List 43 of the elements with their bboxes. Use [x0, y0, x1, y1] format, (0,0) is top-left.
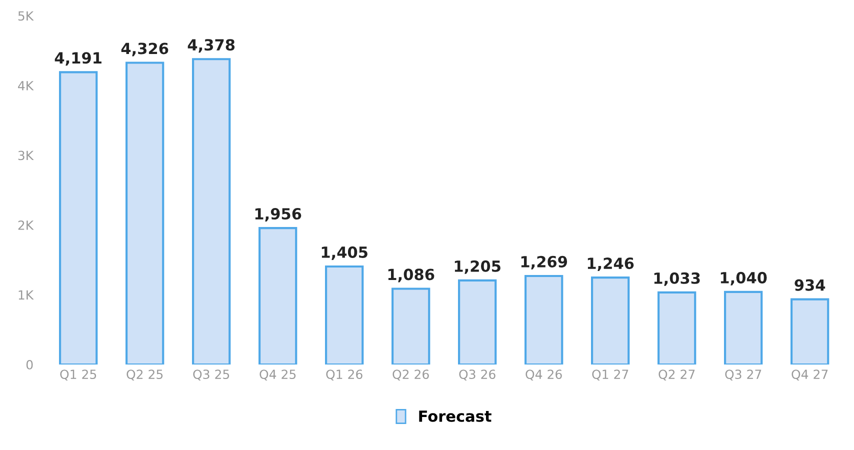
legend-label: Forecast — [419, 410, 492, 422]
text: 934 — [794, 279, 826, 291]
text: 1,205 — [454, 260, 500, 274]
bar — [524, 274, 564, 364]
text: 1,405 — [322, 246, 368, 260]
bar — [458, 279, 497, 364]
text: 1,269 — [521, 256, 568, 270]
text: 4,191 — [54, 52, 102, 66]
text: 1,956 — [255, 208, 302, 222]
x-tick-label: Q1 27 — [592, 370, 628, 380]
x-tick-label: Q1 25 — [60, 370, 96, 380]
text: 1,246 — [588, 258, 634, 272]
y-tick-label: 4K — [18, 81, 34, 90]
y-tick-label: 0 — [26, 360, 33, 370]
y-tick-label: 3K — [18, 150, 34, 160]
text: 4,378 — [188, 39, 235, 53]
text: 1,040 — [720, 272, 767, 286]
x-tick-label: Q3 25 — [193, 370, 230, 380]
bar — [58, 71, 98, 364]
bar — [324, 265, 364, 364]
x-tick-label: Q2 27 — [658, 370, 695, 380]
x-tick-label: Q2 26 — [392, 370, 429, 380]
y-tick-label: 5K — [18, 11, 34, 21]
bar — [192, 58, 231, 364]
text: 4,326 — [121, 42, 168, 56]
bar — [657, 291, 696, 364]
x-tick-label: Q3 26 — [459, 370, 496, 380]
bar — [125, 62, 164, 364]
bar — [391, 288, 430, 364]
x-tick-label: Q4 25 — [260, 370, 296, 380]
x-tick-label: Q2 25 — [126, 370, 163, 380]
y-tick-label: 1K — [18, 290, 34, 300]
y-tick-label: 2K — [18, 220, 34, 230]
bar — [258, 227, 298, 364]
x-tick-label: Q4 27 — [792, 370, 828, 380]
x-tick-label: Q3 27 — [725, 370, 762, 380]
text: 1,033 — [654, 272, 700, 286]
bar — [724, 290, 763, 364]
text: 1,086 — [388, 268, 434, 282]
bar — [790, 298, 830, 364]
bar — [590, 276, 630, 364]
x-tick-label: Q1 26 — [326, 370, 362, 380]
x-tick-label: Q4 26 — [526, 370, 562, 380]
